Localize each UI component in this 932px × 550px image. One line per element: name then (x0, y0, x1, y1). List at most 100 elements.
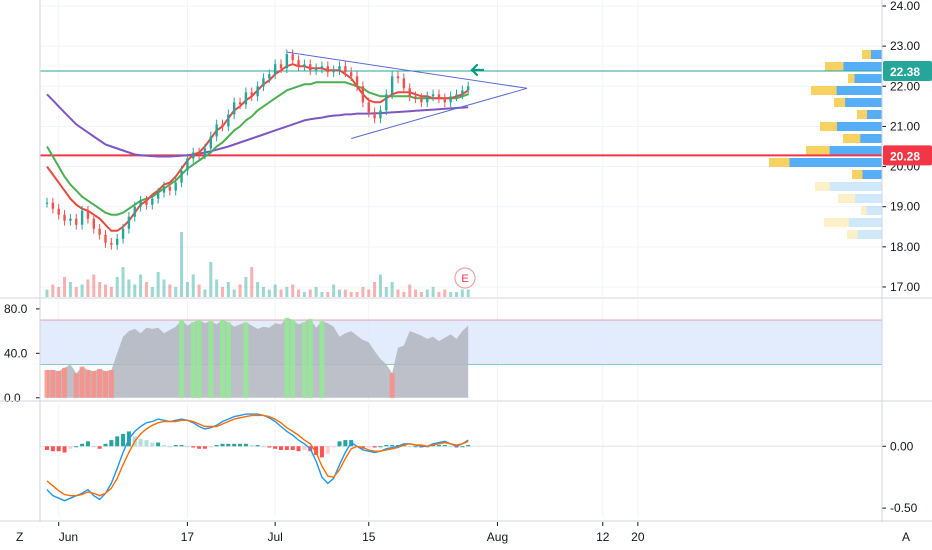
candle-body (455, 94, 458, 97)
volume-bar (115, 277, 119, 297)
corner-label-right[interactable]: A (902, 530, 910, 544)
oscillator-axis-tick-label: 40.0 (4, 346, 28, 360)
triangle-upper-line[interactable] (286, 51, 528, 89)
candle-body (268, 74, 271, 79)
volume-profile-bar-down (806, 146, 830, 155)
candle-body (414, 96, 417, 99)
candle-body (256, 86, 259, 97)
volume-profile-bar-down (824, 218, 849, 227)
volume-bar (338, 289, 341, 297)
candle-body (361, 86, 365, 103)
volume-bar (250, 267, 254, 297)
volume-bar (396, 289, 400, 297)
price-badge[interactable] (883, 61, 932, 82)
time-axis-label: 17 (181, 530, 195, 544)
volume-bar (320, 292, 324, 297)
candle-body (209, 136, 212, 149)
volume-bar (209, 262, 213, 297)
volume-profile-bar-down (811, 86, 837, 95)
volume-profile-bar-down (769, 158, 790, 167)
volume-profile-bar-down (848, 74, 855, 83)
volume-bar (203, 289, 207, 297)
candle-body (314, 68, 318, 71)
oscillator-overbought-bar (190, 322, 196, 398)
time-axis[interactable]: Jun 17 Jul 15 Aug 12 20 (58, 522, 645, 544)
oscillator-axis-tick-label: 80.0 (4, 302, 28, 316)
candle-body (116, 238, 119, 245)
volume-profile-bar-down (820, 122, 837, 131)
earnings-marker[interactable]: E (454, 267, 476, 289)
candle-body (233, 102, 236, 115)
volume-bar (349, 292, 353, 297)
macd-histogram-bar (91, 446, 96, 448)
triangle-lower-line[interactable] (351, 87, 528, 139)
macd-histogram-bar (337, 441, 342, 447)
volume-profile-bar-up (871, 50, 882, 59)
candle-body (162, 186, 166, 193)
arrow-left-icon[interactable] (470, 63, 485, 77)
price-pane[interactable]: E (40, 0, 882, 518)
volume-bar (267, 289, 271, 297)
oscillator-oversold-bar (91, 371, 97, 398)
candle-body (180, 170, 183, 183)
volume-bar (156, 272, 160, 297)
volume-bar (361, 287, 365, 297)
time-axis-label: 15 (362, 530, 376, 544)
volume-bar (80, 284, 84, 297)
oscillator-overbought-bar (307, 318, 313, 398)
macd-histogram-bar (460, 446, 465, 448)
candle-body (273, 64, 277, 75)
price-axis[interactable]: 24.0023.0022.0021.0020.0019.0018.0017.00… (4, 0, 932, 515)
candle-body (98, 228, 101, 235)
volume-bar (437, 292, 441, 297)
macd-axis-tick-label: 0.00 (890, 439, 914, 453)
volume-profile-bar-up (855, 194, 882, 203)
volume-bar (408, 284, 412, 297)
corner-label-left[interactable]: Z (16, 530, 23, 544)
candle-body (69, 218, 72, 221)
candle-body (139, 200, 142, 207)
volume-profile-bar-up (836, 122, 882, 131)
oscillator-overbought-bar (220, 320, 225, 398)
volume-bar (180, 232, 184, 297)
oscillator-oversold-bar (50, 370, 56, 398)
macd-histogram-bar (267, 446, 272, 448)
volume-profile-bar-down (857, 110, 867, 119)
candle-body (320, 66, 324, 69)
macd-pane[interactable] (40, 413, 882, 502)
volume-bar (92, 274, 96, 297)
oscillator-pane[interactable] (40, 317, 882, 398)
volume-bar (256, 282, 260, 297)
oscillator-overbought-bar (225, 322, 231, 398)
volume-bar (279, 289, 283, 297)
volume-bar (314, 287, 318, 297)
oscillator-oversold-bar (389, 373, 395, 398)
volume-profile-bar-up (836, 86, 882, 95)
time-axis-label: Aug (487, 530, 508, 544)
volume-profile[interactable] (769, 50, 882, 239)
volume-bar (384, 287, 388, 297)
price-badge[interactable] (883, 145, 932, 166)
candle-body (57, 208, 60, 215)
ma-mid-line (46, 81, 469, 216)
volume-bar (308, 289, 312, 297)
macd-histogram-bar (384, 445, 389, 447)
volume-bar (168, 284, 172, 297)
macd-histogram-bar (138, 438, 143, 447)
oscillator-overbought-bar (196, 320, 202, 398)
macd-histogram-bar (407, 446, 412, 448)
macd-histogram-bar (436, 445, 441, 447)
price-badge-label: 22.38 (890, 65, 920, 79)
volume-bar (232, 289, 236, 297)
macd-histogram-bar (296, 446, 301, 452)
candle-body (145, 200, 148, 205)
candle-body (332, 70, 335, 73)
oscillator-oversold-bar (62, 367, 68, 398)
candle-body (203, 148, 207, 155)
price-axis-tick-label: 19.00 (890, 200, 920, 214)
oscillator-overbought-bar (290, 320, 296, 398)
macd-histogram-bar (372, 446, 377, 448)
candle-body (402, 78, 406, 89)
macd-histogram-bar (121, 433, 126, 447)
